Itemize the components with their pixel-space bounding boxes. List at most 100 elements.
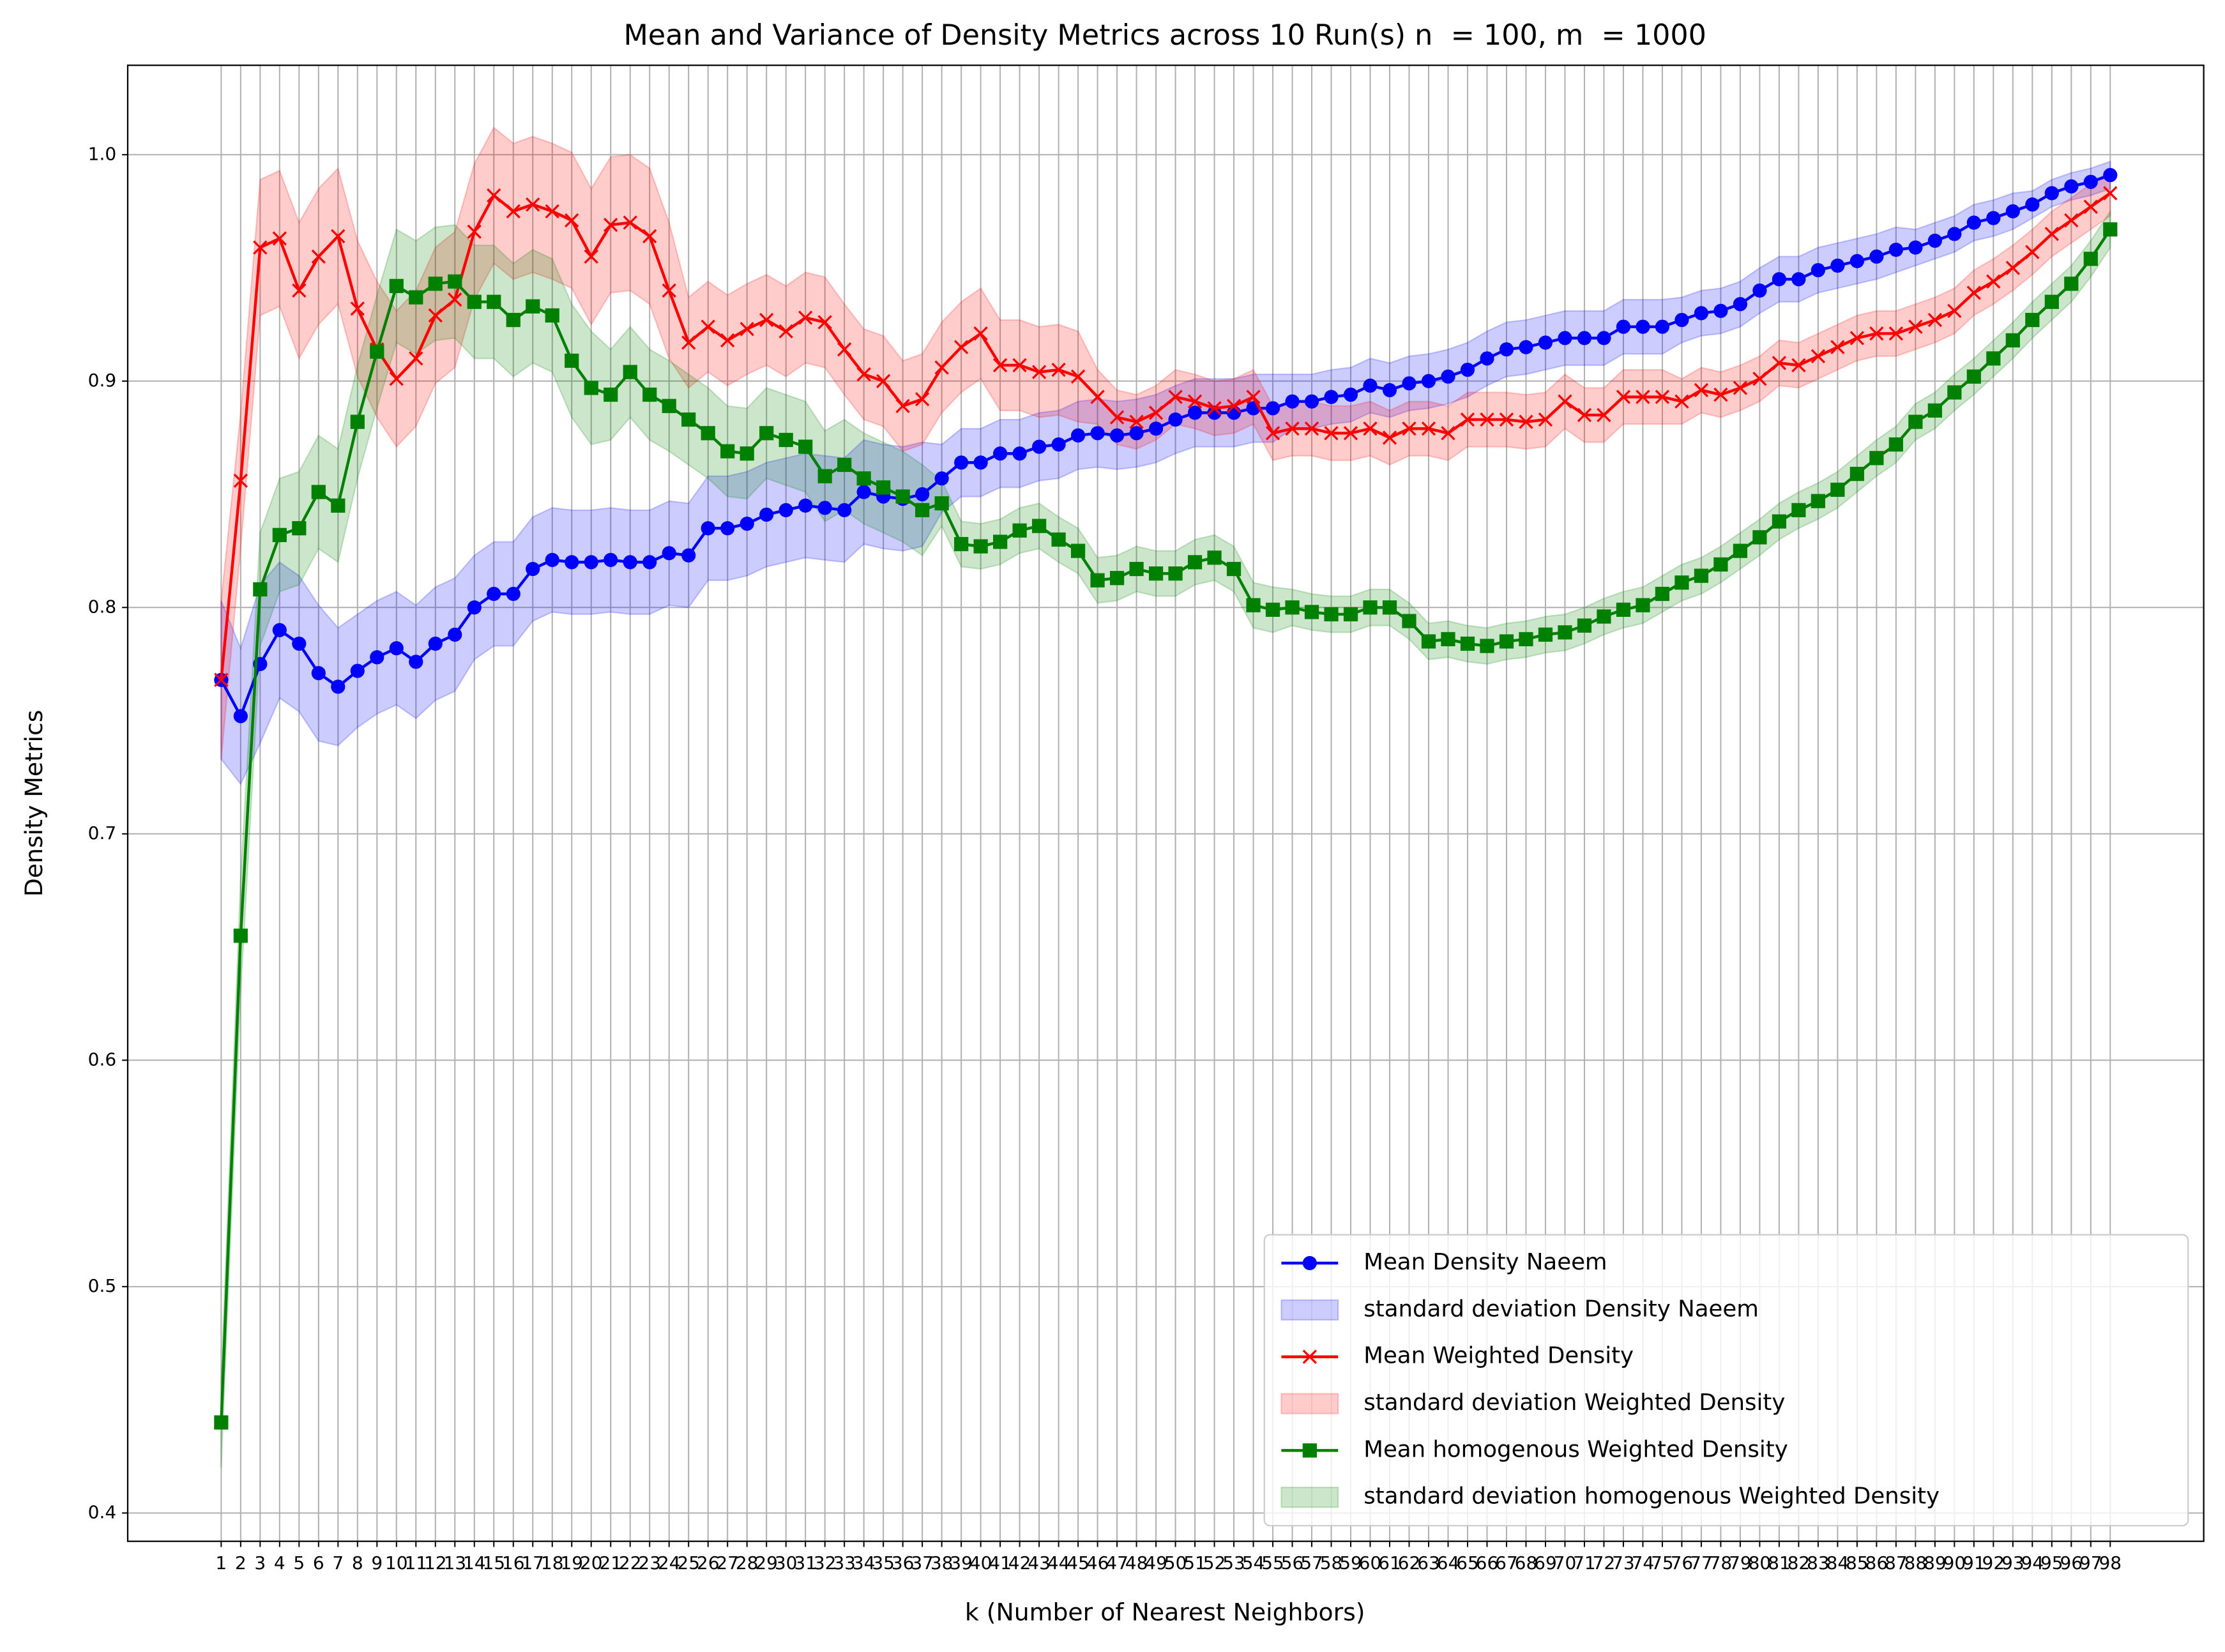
x-tick-label: 30	[775, 1552, 798, 1573]
point	[1480, 412, 1494, 427]
x-tick-label: 35	[872, 1552, 895, 1573]
point	[370, 650, 384, 665]
point	[1129, 561, 1144, 577]
point	[934, 360, 949, 375]
point	[2044, 227, 2059, 241]
legend-label: standard deviation Weighted Density	[1363, 1390, 1785, 1416]
point	[467, 294, 482, 309]
x-tick-label: 39	[950, 1552, 973, 1573]
point	[389, 278, 404, 293]
legend-patch	[1280, 1487, 1339, 1508]
point	[1168, 412, 1183, 427]
x-tick-label: 66	[1476, 1552, 1499, 1573]
x-tick-label: 9	[371, 1552, 383, 1573]
point	[1421, 374, 1436, 388]
x-tick-label: 83	[1807, 1552, 1830, 1573]
point	[1888, 437, 1903, 452]
point	[1402, 421, 1416, 436]
point	[272, 623, 287, 637]
point	[1597, 609, 1611, 624]
x-tick-label: 92	[1982, 1552, 2005, 1573]
chart-title: Mean and Variance of Density Metrics acr…	[623, 19, 1706, 52]
point	[1597, 331, 1611, 345]
point	[1558, 331, 1572, 345]
point	[1577, 407, 1592, 423]
point	[370, 344, 384, 359]
point	[642, 555, 657, 570]
x-tick-label: 2	[235, 1552, 247, 1573]
point	[409, 655, 423, 669]
x-tick-label: 62	[1398, 1552, 1421, 1573]
point	[1752, 372, 1767, 386]
point	[1597, 407, 1611, 423]
point	[545, 308, 559, 323]
legend-marker	[1302, 1443, 1317, 1458]
point	[1947, 385, 1962, 400]
point	[311, 485, 326, 499]
point	[2083, 252, 2098, 266]
point	[1616, 602, 1631, 617]
x-tick-label: 15	[482, 1552, 505, 1573]
x-tick-label: 94	[2021, 1552, 2044, 1573]
x-tick-label: 59	[1339, 1552, 1362, 1573]
x-tick-label: 85	[1846, 1552, 1869, 1573]
series-line	[220, 192, 2111, 680]
point	[2044, 294, 2059, 309]
y-tick-label: 0.7	[88, 822, 117, 844]
point	[1986, 211, 2001, 225]
legend-box	[1263, 1234, 2189, 1527]
legend-label: Mean Density Naeem	[1363, 1249, 1607, 1275]
point	[1148, 566, 1164, 581]
point	[1713, 303, 1728, 318]
point	[409, 290, 423, 305]
x-tick-label: 10	[385, 1552, 408, 1573]
x-tick-label: 44	[1047, 1552, 1070, 1573]
x-tick-label: 82	[1788, 1552, 1811, 1573]
point	[1811, 262, 1825, 278]
point	[759, 507, 774, 522]
point	[662, 398, 676, 413]
x-tick-label: 6	[313, 1552, 324, 1573]
x-tick-label: 90	[1943, 1552, 1966, 1573]
point	[2064, 213, 2079, 228]
point	[1927, 312, 1943, 328]
point	[1538, 412, 1553, 427]
x-tick-label: 58	[1320, 1552, 1343, 1573]
x-tick-label: 42	[1008, 1552, 1031, 1573]
x-tick-label: 21	[599, 1552, 622, 1573]
point	[1207, 401, 1222, 416]
x-tick-label: 51	[1183, 1552, 1206, 1573]
x-tick-label: 36	[892, 1552, 915, 1573]
point	[1382, 600, 1397, 615]
point	[1499, 634, 1514, 649]
y-tick-label: 1.0	[88, 143, 117, 164]
point	[1927, 233, 1942, 248]
point	[467, 224, 482, 239]
point	[993, 534, 1008, 549]
x-tick-label: 61	[1378, 1552, 1401, 1573]
point	[1304, 605, 1319, 619]
point	[233, 473, 248, 488]
point	[1888, 326, 1904, 341]
point	[1382, 383, 1397, 398]
point	[778, 503, 793, 517]
point	[331, 229, 346, 244]
point	[778, 324, 793, 338]
x-tick-label: 31	[794, 1552, 817, 1573]
point	[2005, 333, 2020, 348]
point	[565, 213, 579, 228]
x-tick-label: 87	[1885, 1552, 1908, 1573]
x-tick-label: 40	[969, 1552, 992, 1573]
point	[1129, 414, 1144, 429]
point	[681, 412, 696, 427]
point	[272, 231, 287, 246]
point	[1090, 390, 1105, 404]
x-tick-label: 27	[716, 1552, 739, 1573]
point	[1733, 381, 1748, 395]
x-tick-label: 96	[2060, 1552, 2083, 1573]
x-tick-label: 70	[1554, 1552, 1577, 1573]
point	[954, 455, 969, 470]
x-tick-label: 47	[1105, 1552, 1128, 1573]
x-tick-label: 88	[1904, 1552, 1927, 1573]
point	[992, 358, 1008, 373]
